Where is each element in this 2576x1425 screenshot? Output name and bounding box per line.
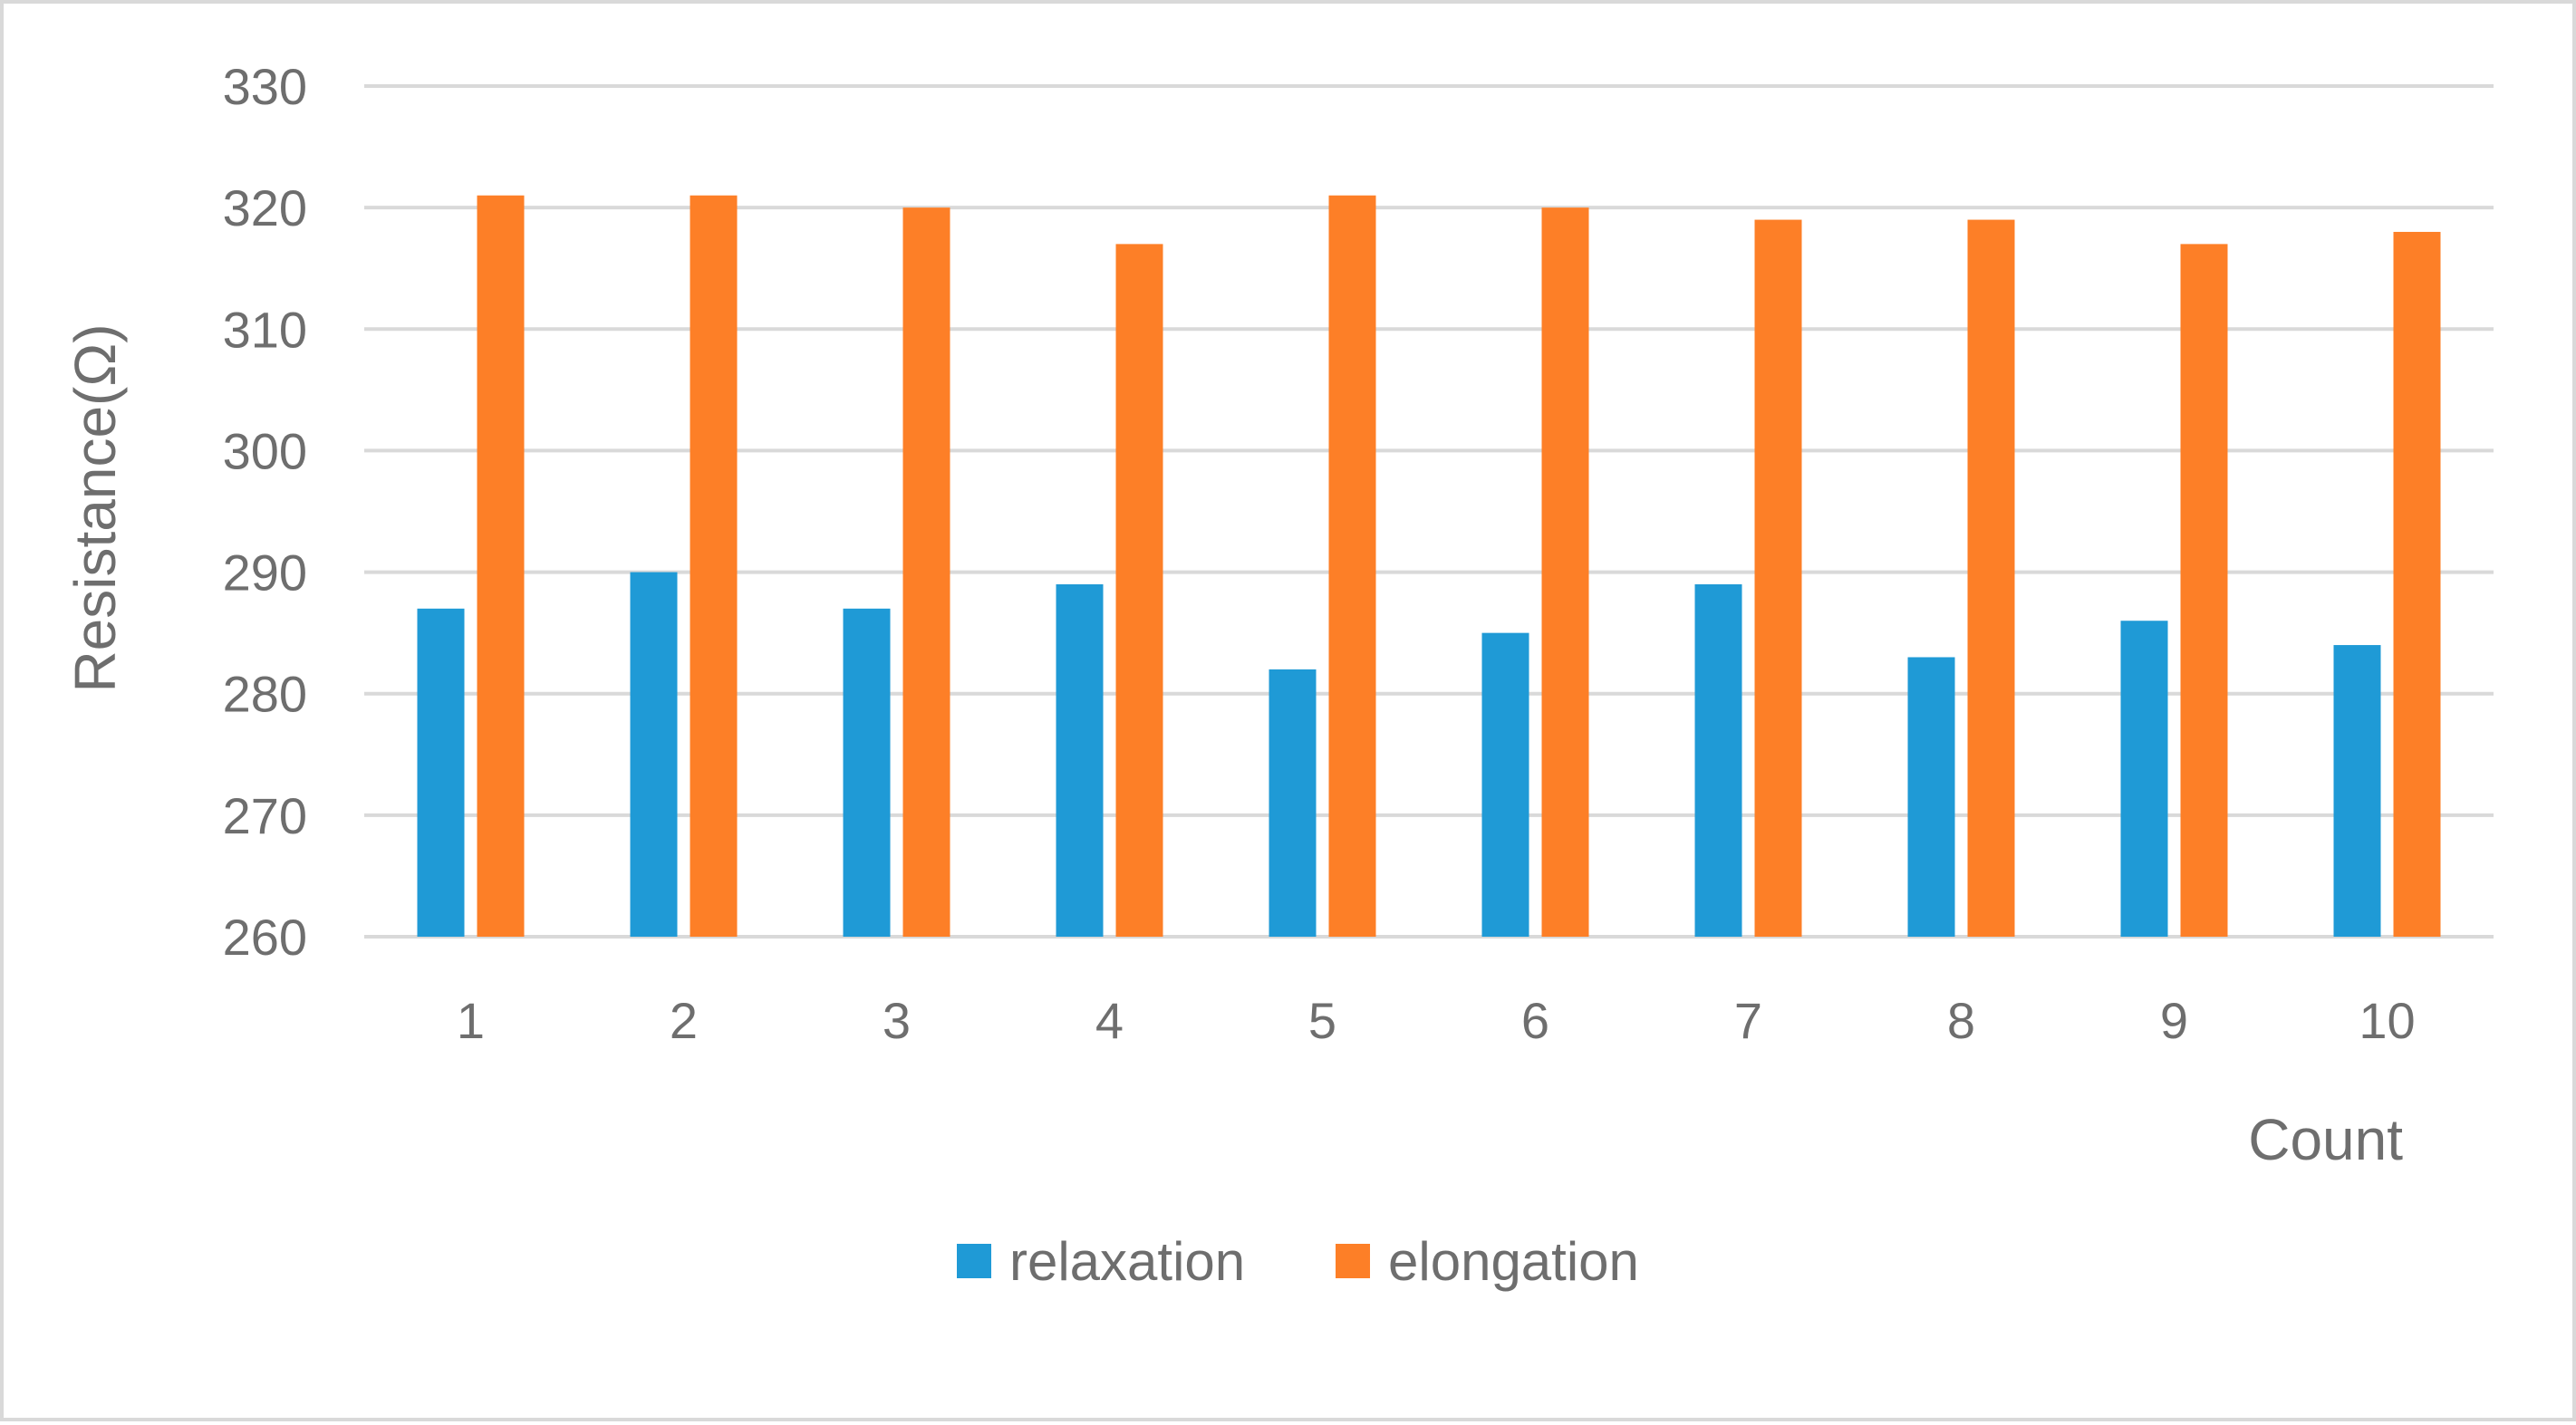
legend-swatch-relaxation <box>957 1244 991 1278</box>
bar-relaxation-10 <box>2333 645 2381 937</box>
y-tick-label: 310 <box>223 301 307 358</box>
bar-relaxation-3 <box>843 608 891 937</box>
x-tick-label: 7 <box>1734 992 1762 1049</box>
x-axis-tick-labels: 1 2 3 4 5 6 7 8 9 10 <box>457 992 2416 1049</box>
x-tick-label: 3 <box>883 992 911 1049</box>
bar-elongation-7 <box>1754 219 1802 938</box>
bar-relaxation-2 <box>630 572 678 937</box>
y-tick-label: 260 <box>223 909 307 966</box>
y-tick-label: 300 <box>223 422 307 479</box>
x-tick-label: 8 <box>1947 992 1975 1049</box>
bar-elongation-9 <box>2180 244 2228 937</box>
x-tick-label: 6 <box>1521 992 1549 1049</box>
bar-relaxation-4 <box>1056 583 1104 937</box>
y-axis-tick-labels: 260 270 280 290 300 310 320 330 <box>223 58 307 966</box>
y-axis-title: Resistance(Ω) <box>63 323 128 692</box>
bar-relaxation-7 <box>1694 583 1742 937</box>
bar-relaxation-1 <box>417 608 465 937</box>
x-tick-label: 2 <box>670 992 698 1049</box>
legend-label-elongation: elongation <box>1388 1231 1639 1292</box>
bar-elongation-1 <box>477 195 525 937</box>
legend-swatch-elongation <box>1336 1244 1370 1278</box>
bar-relaxation-8 <box>1907 657 1955 937</box>
x-tick-label: 10 <box>2359 992 2415 1049</box>
y-tick-label: 330 <box>223 58 307 115</box>
bars <box>417 195 2441 938</box>
bar-elongation-4 <box>1115 244 1163 937</box>
bar-relaxation-5 <box>1269 669 1317 937</box>
gridlines <box>364 84 2494 939</box>
bar-elongation-3 <box>902 207 950 938</box>
y-tick-label: 320 <box>223 179 307 236</box>
x-tick-label: 5 <box>1308 992 1336 1049</box>
y-tick-label: 280 <box>223 666 307 723</box>
bar-elongation-2 <box>690 195 738 937</box>
legend-label-relaxation: relaxation <box>1009 1231 1245 1292</box>
bar-elongation-6 <box>1541 207 1589 938</box>
legend: relaxation elongation <box>957 1231 1639 1292</box>
x-tick-label: 9 <box>2160 992 2188 1049</box>
x-tick-label: 1 <box>457 992 485 1049</box>
bar-elongation-5 <box>1328 195 1376 937</box>
bar-elongation-10 <box>2393 231 2441 937</box>
y-tick-label: 270 <box>223 787 307 844</box>
bar-relaxation-9 <box>2120 621 2168 937</box>
x-tick-label: 4 <box>1095 992 1124 1049</box>
bar-chart: 260 270 280 290 300 310 320 330 1 2 3 4 5 6 7 8 9 10 Res… <box>63 58 2494 1292</box>
bar-relaxation-6 <box>1481 632 1529 937</box>
bar-elongation-8 <box>1967 219 2015 938</box>
y-tick-label: 290 <box>223 544 307 602</box>
x-axis-title: Count <box>2248 1107 2403 1172</box>
